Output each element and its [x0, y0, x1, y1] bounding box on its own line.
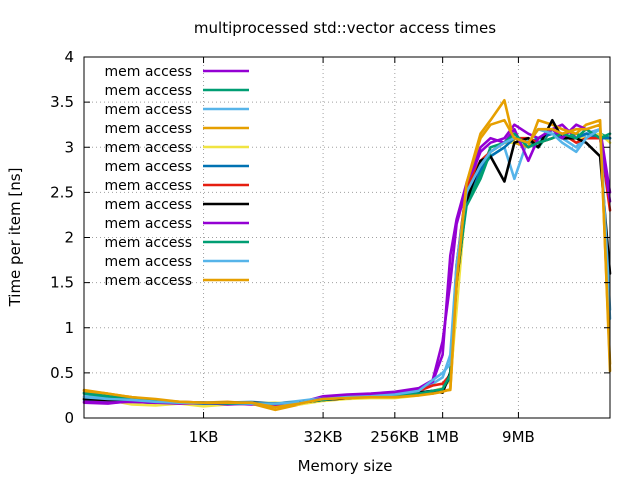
legend-label: mem access [104, 197, 192, 213]
legend-label: mem access [104, 254, 192, 270]
y-tick-label: 0 [64, 409, 74, 427]
y-tick-label: 2 [64, 229, 74, 247]
x-tick-label: 1KB [189, 428, 219, 446]
x-tick-label: 32KB [303, 428, 342, 446]
legend-label: mem access [104, 140, 192, 156]
legend-label: mem access [104, 121, 192, 137]
chart-title: multiprocessed std::vector access times [194, 19, 496, 37]
series-line-12 [82, 118, 612, 409]
y-tick-label: 3.5 [50, 93, 74, 111]
legend-label: mem access [104, 83, 192, 99]
x-tick-label: 256KB [370, 428, 419, 446]
legend-label: mem access [104, 159, 192, 175]
legend-label: mem access [104, 178, 192, 194]
legend-label: mem access [104, 64, 192, 80]
legend-label: mem access [104, 216, 192, 232]
y-tick-label: 1.5 [50, 274, 74, 292]
legend-label: mem access [104, 235, 192, 251]
y-tick-label: 0.5 [50, 364, 74, 382]
y-tick-label: 2.5 [50, 183, 74, 201]
legend: mem access mem access mem access mem access… [104, 64, 249, 289]
y-tick-label: 1 [64, 319, 74, 337]
legend-label: mem access [104, 273, 192, 289]
x-tick-label: 9MB [502, 428, 535, 446]
y-axis-label: Time per item [ns] [6, 168, 24, 308]
x-tick-label: 1MB [426, 428, 459, 446]
x-axis-label: Memory size [298, 457, 393, 475]
legend-label: mem access [104, 102, 192, 118]
y-tick-label: 4 [64, 48, 74, 66]
y-tick-label: 3 [64, 138, 74, 156]
axis-ticks: 0 0.5 1 1.5 2 2.5 3 3.5 4 1KB 32KB 256KB 1MB 9MB [50, 48, 610, 446]
series-group [82, 99, 612, 412]
